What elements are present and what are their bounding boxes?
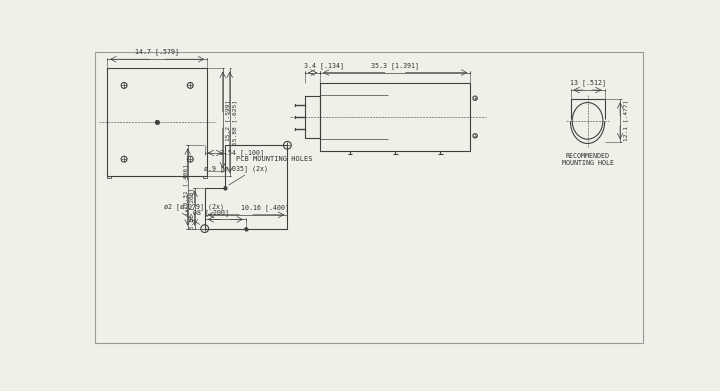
Text: RECOMMENDED
MOUNTING HOLE: RECOMMENDED MOUNTING HOLE — [562, 153, 613, 166]
Text: ø2 [ø.079] (2x): ø2 [ø.079] (2x) — [164, 204, 225, 210]
Text: 5.08 [.200]: 5.08 [.200] — [190, 187, 195, 229]
Text: 10.16 [.400]: 10.16 [.400] — [241, 204, 289, 211]
Text: 13 [.512]: 13 [.512] — [570, 79, 606, 86]
Text: 5.08 [.200]: 5.08 [.200] — [185, 210, 229, 216]
Bar — [107, 176, 111, 178]
Text: 3.4 [.134]: 3.4 [.134] — [304, 62, 344, 69]
Text: 15.88 [.625]: 15.88 [.625] — [232, 100, 237, 145]
Text: 35.3 [1.391]: 35.3 [1.391] — [372, 62, 419, 69]
Text: PCB MOUNTING HOLES: PCB MOUNTING HOLES — [235, 156, 312, 162]
Text: 10.31 [.406]: 10.31 [.406] — [183, 165, 188, 210]
Bar — [204, 176, 207, 178]
Text: 15.2 [.599]: 15.2 [.599] — [225, 99, 230, 141]
Text: ø.9 [ø.035] (2x): ø.9 [ø.035] (2x) — [204, 165, 268, 172]
Text: 12.1 [.477]: 12.1 [.477] — [624, 100, 628, 142]
Text: 14.7 [.579]: 14.7 [.579] — [135, 48, 179, 56]
Text: 2.54 [.100]: 2.54 [.100] — [220, 150, 264, 156]
Bar — [107, 68, 207, 176]
